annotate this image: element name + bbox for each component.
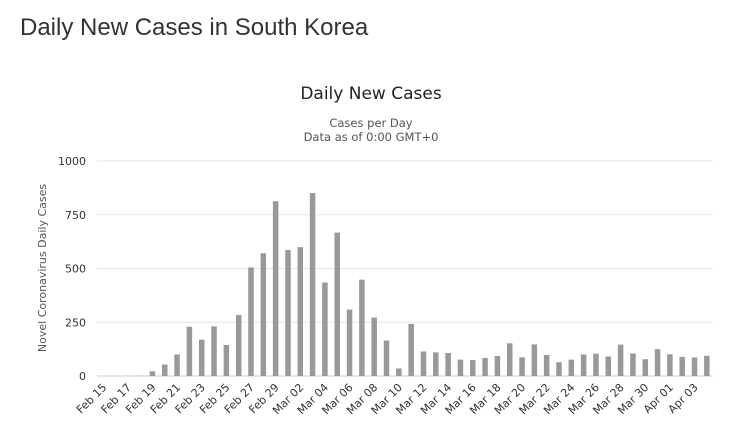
bar[interactable]: Feb 22: 229 [186, 326, 193, 376]
y-tick-label: 250 [65, 316, 86, 329]
y-tick-label: 500 [65, 263, 86, 276]
y-axis-ticks: 0 250 500 750 1000 [58, 155, 86, 383]
bar[interactable]: Mar 02: 599 [297, 247, 304, 376]
bar[interactable]: Feb 25: 144 [223, 345, 230, 376]
bar[interactable]: Feb 29: 813 [272, 201, 279, 376]
bar[interactable]: Mar 20: 87 [519, 357, 525, 376]
bar[interactable]: Mar 14: 107 [445, 352, 451, 376]
bar[interactable]: Feb 28: 571 [260, 253, 267, 376]
bar[interactable]: Mar 17: 84 [482, 357, 488, 376]
bar[interactable]: Feb 20: 53 [162, 364, 168, 376]
bar[interactable]: Mar 08: 272 [371, 317, 377, 376]
bar[interactable]: Mar 10: 35 [396, 368, 402, 376]
bar[interactable]: Feb 23: 169 [198, 339, 205, 376]
y-tick-label: 750 [65, 209, 86, 222]
bar[interactable]: Mar 11: 242 [408, 323, 414, 376]
bar[interactable]: Mar 07: 448 [359, 279, 365, 376]
bar[interactable]: Mar 25: 100 [580, 354, 587, 377]
bar[interactable]: Mar 23: 64 [556, 362, 562, 376]
bar[interactable]: Mar 16: 74 [470, 360, 476, 376]
chart-title: Daily New Cases [300, 84, 442, 104]
chart-subtitle-date: Data as of 0:00 GMT+0 [304, 130, 439, 144]
bar[interactable]: Mar 27: 91 [605, 356, 612, 376]
bar[interactable]: Mar 18: 93 [494, 356, 501, 376]
bar[interactable]: Mar 04: 435 [322, 282, 328, 376]
bar[interactable]: Mar 15: 76 [457, 359, 464, 376]
bar[interactable]: Apr 04: 94 [704, 355, 710, 376]
bar[interactable]: Mar 29: 105 [630, 353, 636, 376]
bar[interactable]: Mar 05: 667 [334, 232, 340, 376]
bar[interactable]: Mar 31: 125 [654, 349, 661, 376]
bar[interactable]: Mar 13: 110 [433, 352, 439, 376]
bar[interactable]: Mar 03: 851 [309, 193, 316, 376]
bar[interactable]: Feb 19: 22 [149, 371, 156, 376]
bar[interactable]: Mar 26: 104 [593, 353, 599, 376]
bar[interactable]: Feb 24: 231 [211, 326, 217, 376]
y-axis-label: Novel Coronavirus Daily Cases [36, 184, 49, 352]
bar[interactable]: Mar 09: 165 [383, 340, 390, 376]
bar[interactable]: Mar 22: 98 [543, 354, 550, 376]
bar[interactable]: Mar 01: 586 [285, 250, 291, 376]
y-tick-label: 1000 [58, 155, 86, 168]
chart-subtitle: Cases per Day [329, 116, 412, 130]
bar[interactable]: Feb 26: 284 [235, 314, 242, 376]
bar[interactable]: Mar 06: 309 [346, 309, 353, 376]
bar[interactable]: Mar 19: 152 [506, 343, 513, 376]
bar[interactable]: Apr 01: 101 [667, 354, 673, 376]
bar[interactable]: Mar 30: 78 [642, 359, 648, 376]
bar[interactable]: Feb 21: 100 [174, 354, 180, 377]
bar[interactable]: Feb 27: 505 [248, 267, 254, 376]
bar[interactable]: Apr 03: 86 [691, 357, 698, 376]
y-tick-label: 0 [79, 370, 86, 383]
page-title: Daily New Cases in South Korea [20, 14, 369, 41]
bar[interactable]: Mar 12: 114 [420, 351, 427, 376]
bar[interactable]: Mar 21: 147 [531, 344, 538, 376]
bar[interactable]: Apr 02: 89 [679, 356, 685, 376]
bar[interactable]: Mar 28: 146 [617, 344, 624, 376]
bar[interactable]: Mar 24: 76 [568, 359, 575, 376]
